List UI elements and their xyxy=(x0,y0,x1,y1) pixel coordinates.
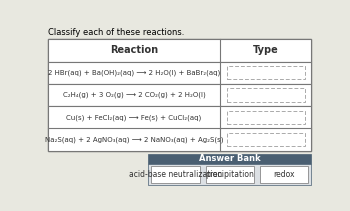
Text: Na₂S(aq) + 2 AgNO₃(aq) ⟶ 2 NaNO₃(aq) + Ag₂S(s): Na₂S(aq) + 2 AgNO₃(aq) ⟶ 2 NaNO₃(aq) + A… xyxy=(45,137,223,143)
Bar xyxy=(227,88,305,101)
Text: Answer Bank: Answer Bank xyxy=(199,154,260,163)
Bar xyxy=(48,39,311,62)
Text: 2 HBr(aq) + Ba(OH)₂(aq) ⟶ 2 H₂O(l) + BaBr₂(aq): 2 HBr(aq) + Ba(OH)₂(aq) ⟶ 2 H₂O(l) + BaB… xyxy=(48,69,220,76)
Text: Cu(s) + FeCl₂(aq) ⟶ Fe(s) + CuCl₂(aq): Cu(s) + FeCl₂(aq) ⟶ Fe(s) + CuCl₂(aq) xyxy=(66,114,202,120)
Text: Reaction: Reaction xyxy=(110,45,158,55)
Bar xyxy=(148,164,311,185)
Bar xyxy=(48,128,311,151)
Bar xyxy=(48,62,311,84)
Bar xyxy=(152,166,200,183)
Bar xyxy=(227,133,305,146)
Bar xyxy=(148,154,311,164)
Text: Classify each of these reactions.: Classify each of these reactions. xyxy=(48,28,184,37)
Bar xyxy=(48,84,311,106)
Text: precipitation: precipitation xyxy=(205,170,254,179)
Text: Type: Type xyxy=(253,45,279,55)
Bar xyxy=(227,111,305,124)
Bar xyxy=(260,166,308,183)
Text: C₂H₄(g) + 3 O₂(g) ⟶ 2 CO₂(g) + 2 H₂O(l): C₂H₄(g) + 3 O₂(g) ⟶ 2 CO₂(g) + 2 H₂O(l) xyxy=(63,92,205,98)
Bar xyxy=(48,106,311,128)
Text: redox: redox xyxy=(273,170,295,179)
Bar xyxy=(206,166,254,183)
Bar xyxy=(227,66,305,79)
Text: acid-base neutralization: acid-base neutralization xyxy=(129,170,222,179)
Bar xyxy=(48,39,311,151)
